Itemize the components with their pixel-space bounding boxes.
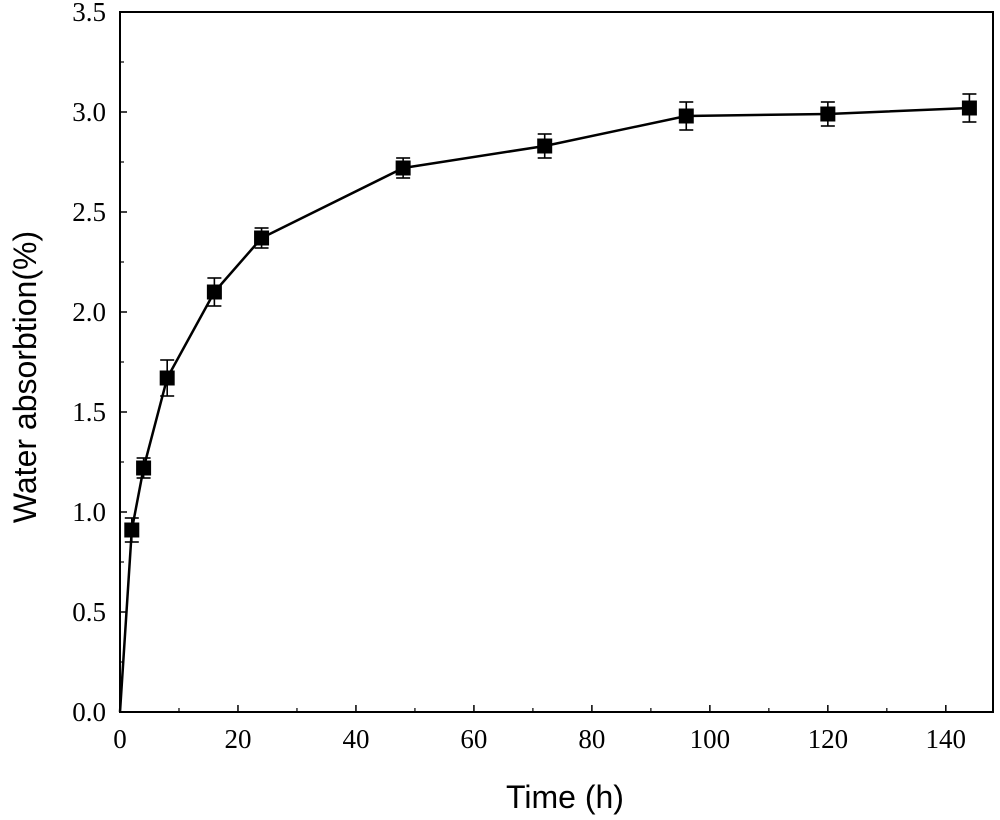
data-point xyxy=(537,138,553,154)
data-point xyxy=(136,460,152,476)
y-tick-label: 0.5 xyxy=(72,597,106,627)
plot-frame xyxy=(119,11,994,713)
x-tick-label: 120 xyxy=(808,724,849,754)
series-line xyxy=(118,106,970,713)
data-point xyxy=(206,284,222,300)
y-tick-label: 3.5 xyxy=(72,0,106,27)
x-tick-label: 100 xyxy=(690,724,731,754)
data-point xyxy=(395,160,411,176)
x-tick-label: 40 xyxy=(342,724,369,754)
x-tick-label: 80 xyxy=(578,724,605,754)
plot-area: 0 20 40 60 80 100 120 140 0.0 0.5 1.0 1.5 2.0 2.5 3.0 3… xyxy=(72,0,994,754)
data-point xyxy=(961,100,977,116)
y-tick-label: 2.0 xyxy=(72,297,106,327)
y-tick-label: 0.0 xyxy=(72,697,106,727)
data-point xyxy=(124,522,140,538)
y-tick-label: 2.5 xyxy=(72,197,106,227)
y-tick-label: 3.0 xyxy=(72,97,106,127)
x-tick-label: 60 xyxy=(460,724,487,754)
y-axis-title: Water absorbtion(%) xyxy=(7,231,43,523)
x-tick-label: 140 xyxy=(926,724,967,754)
data-point xyxy=(254,230,270,246)
y-tick-label: 1.0 xyxy=(72,497,106,527)
data-point xyxy=(159,370,175,386)
x-tick-label: 20 xyxy=(224,724,251,754)
y-tick-label: 1.5 xyxy=(72,397,106,427)
x-tick-label: 0 xyxy=(113,724,127,754)
data-point xyxy=(820,106,836,122)
data-point xyxy=(678,108,694,124)
x-axis-title: Time (h) xyxy=(506,779,624,815)
